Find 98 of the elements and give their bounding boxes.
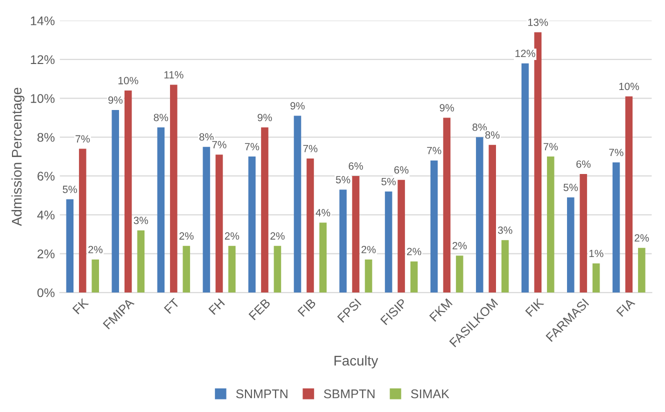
data-label: 9% [108,96,123,104]
bar [124,90,132,293]
bar [294,116,302,293]
x-tick-label: FIK [525,298,544,317]
data-label: 5% [564,184,578,192]
bar [398,180,405,293]
bar [319,222,327,293]
y-tick-label: 12% [30,55,55,64]
data-label: 2% [179,232,194,240]
bar [501,240,509,293]
data-label: 5% [62,186,78,194]
bar [78,148,86,293]
bar [339,190,347,293]
data-label: 13% [528,18,548,26]
y-tick-label: 2% [38,249,55,258]
data-label: 7% [212,141,226,148]
bar [112,110,120,293]
data-label: 3% [498,226,512,234]
data-label: 9% [440,104,454,112]
data-label: 2% [452,242,467,250]
data-label: 9% [290,102,305,110]
y-tick-label: 10% [30,94,55,103]
bar [157,127,165,293]
bar [546,156,554,293]
data-label: 7% [609,148,624,156]
data-label: 7% [544,143,558,150]
bar [202,146,210,293]
x-tick-label: FK [72,298,89,314]
bar [92,260,100,293]
data-label: 2% [270,232,285,240]
bar [430,160,438,293]
data-label: 8% [154,114,168,122]
data-label: 4% [316,209,330,216]
bar [170,84,178,293]
data-label: 2% [88,246,103,254]
x-tick-label: FIB [298,298,316,317]
bar [306,158,314,293]
bar [521,63,529,293]
data-label: 10% [619,82,639,90]
data-label: 6% [394,166,408,174]
data-label: 7% [76,135,90,143]
bar [228,246,236,293]
x-tick-label: FH [208,298,225,315]
bar [612,162,620,293]
data-label: 7% [244,143,260,150]
data-label: 2% [407,248,422,256]
data-label: 12% [516,50,536,58]
data-label: 11% [164,71,184,78]
bar [534,32,542,293]
bar [567,197,574,293]
data-label: 8% [485,131,500,139]
data-label: 7% [427,146,442,154]
bar [182,246,190,293]
data-label: 10% [118,76,138,84]
legend-label: SIMAK [411,389,450,398]
x-axis-title: Faculty [334,355,378,368]
data-label: 2% [224,232,240,240]
data-label: 7% [303,144,318,152]
bar [261,127,268,293]
bar [364,260,372,293]
data-label: 6% [576,160,591,168]
bar [456,256,464,293]
x-tick-label: FIA [616,298,636,317]
data-label: 6% [348,162,363,170]
bar [592,263,600,293]
bar [410,261,418,293]
data-label: 2% [634,234,649,242]
bar [384,192,392,293]
data-label: 2% [362,246,376,254]
bar [638,248,646,293]
data-label: 5% [336,176,350,184]
data-label: 5% [381,178,396,186]
data-label: 9% [258,114,272,122]
x-tick-label: FEB [248,298,271,320]
bar [476,137,484,293]
legend-label: SBMPTN [324,389,374,398]
y-tick-label: 4% [37,210,55,220]
data-label: 8% [199,133,214,141]
y-axis-title: Admission Percentage [11,88,24,226]
y-tick-label: 0% [37,288,55,298]
y-tick-label: 8% [37,132,55,142]
bar [625,96,633,293]
data-label: 1% [589,250,604,258]
bar [580,174,588,293]
bar [443,118,450,293]
y-tick-label: 6% [38,172,55,181]
bar [274,246,282,293]
bar [66,199,74,293]
x-tick-label: FT [164,298,180,314]
bar [488,144,496,293]
bar [352,176,360,293]
data-label: 8% [472,124,487,131]
y-tick-label: 14% [30,16,55,26]
data-label: 3% [134,216,148,224]
bar [248,156,256,293]
bar [216,154,223,293]
legend-label: SNMPTN [236,389,288,398]
bar [137,230,145,293]
